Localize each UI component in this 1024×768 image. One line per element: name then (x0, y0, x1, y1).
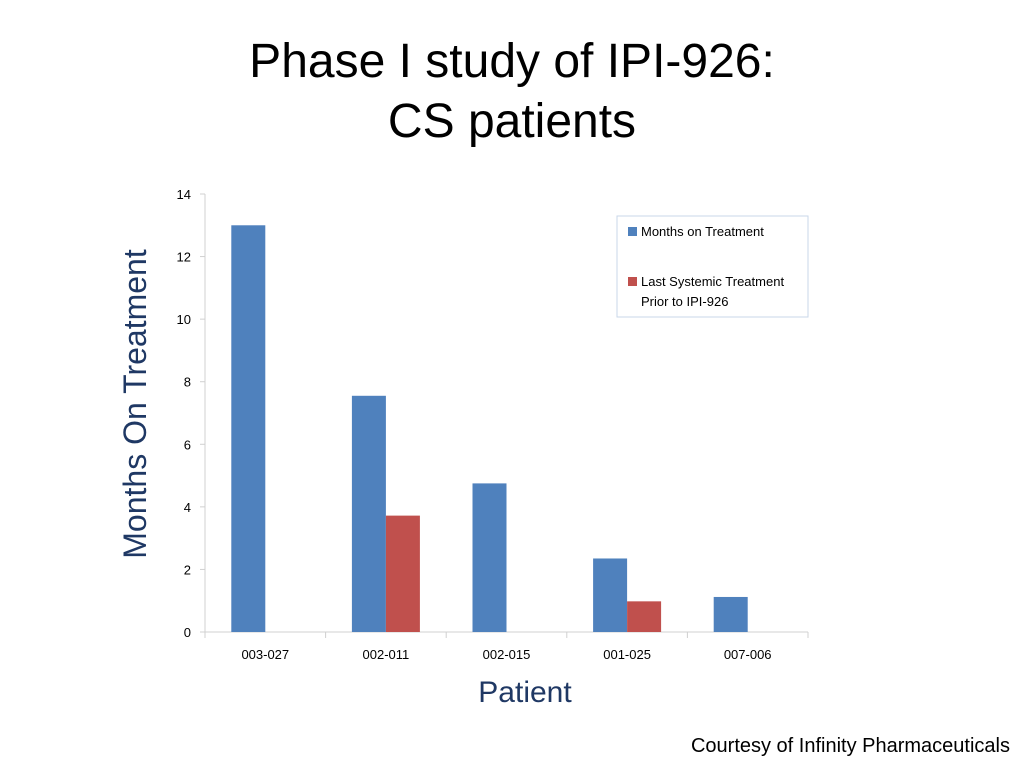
y-tick-label: 6 (184, 437, 191, 452)
y-tick-label: 14 (177, 187, 191, 202)
bar-months-on-treatment (593, 558, 628, 632)
x-tick-label: 002-015 (483, 647, 531, 662)
y-tick-label: 12 (177, 250, 191, 265)
x-axis: 003-027 002-011 002-015 001-025 007-006 (204, 631, 809, 662)
y-tick-label: 10 (177, 312, 191, 327)
y-axis-label: Months On Treatment (117, 249, 153, 559)
bar-months-on-treatment (713, 596, 748, 632)
legend: Months on Treatment Last Systemic Treatme… (616, 215, 809, 318)
legend-swatch (628, 277, 637, 286)
bar-months-on-treatment (472, 483, 507, 632)
legend-label: Prior to IPI-926 (641, 294, 728, 309)
credit-text: Courtesy of Infinity Pharmaceuticals (690, 735, 1010, 757)
legend-box (616, 215, 809, 318)
legend-swatch (628, 227, 637, 236)
x-tick-label: 007-006 (724, 647, 772, 662)
slide-title-line-1: Phase I study of IPI-926: (249, 35, 775, 88)
y-tick-label: 2 (184, 562, 191, 577)
slide-title-line-2: CS patients (387, 95, 637, 148)
y-axis: 0 2 4 6 8 10 12 14 (177, 187, 206, 640)
slide-title: Phase I study of IPI-926: CS patients (0, 32, 1024, 152)
y-tick-label: 0 (184, 625, 191, 640)
y-tick-label: 8 (184, 375, 191, 390)
legend-label: Months on Treatment (641, 224, 764, 239)
x-axis-label: Patient (478, 676, 572, 709)
bar-last-systemic-treatment (627, 601, 662, 632)
bar-months-on-treatment (351, 395, 386, 632)
bars (231, 225, 748, 633)
legend-label: Last Systemic Treatment (641, 274, 784, 289)
bar-months-on-treatment (231, 225, 266, 633)
bar-last-systemic-treatment (385, 515, 420, 632)
x-tick-label: 003-027 (241, 647, 289, 662)
y-tick-label: 4 (184, 500, 191, 515)
x-tick-label: 002-011 (363, 647, 410, 662)
x-tick-label: 001-025 (603, 647, 651, 662)
